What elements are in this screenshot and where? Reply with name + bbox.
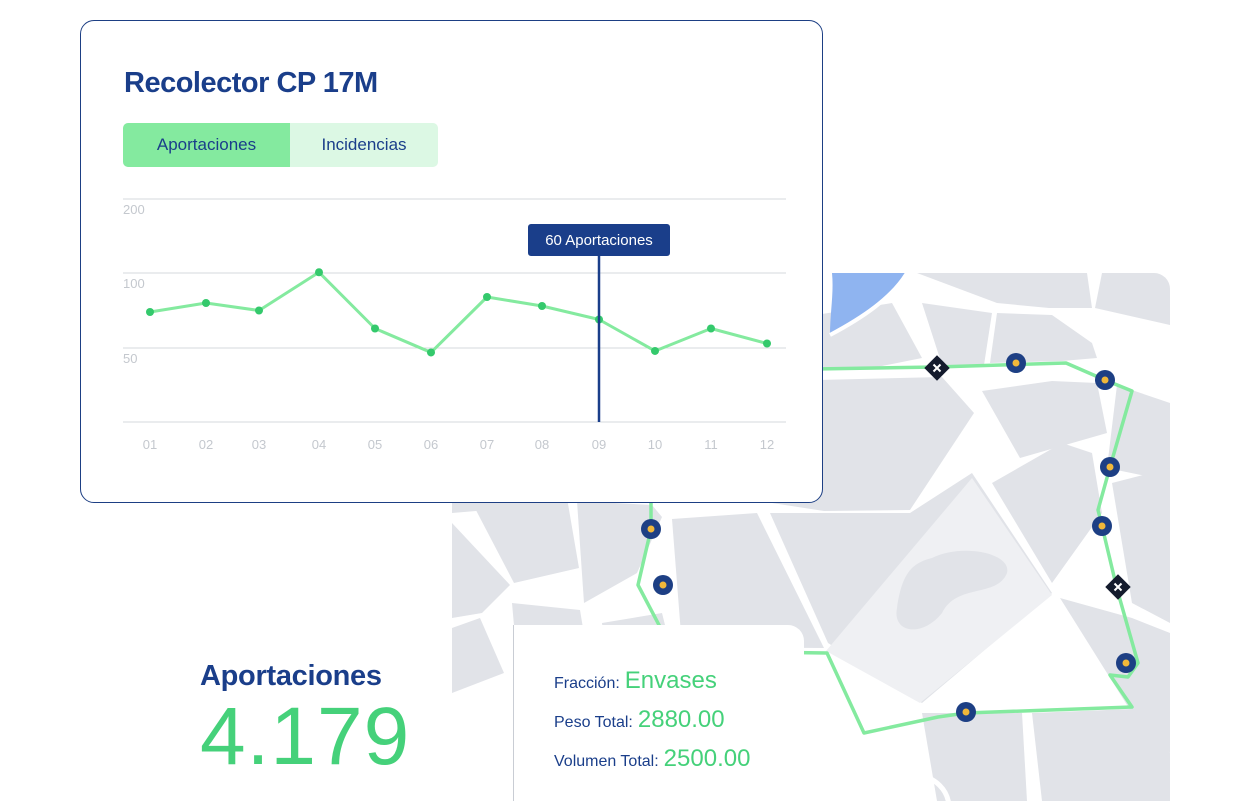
- x-tick-label: 07: [480, 437, 494, 452]
- container-marker-dot: [1012, 359, 1020, 367]
- close-icon: [1113, 582, 1123, 592]
- container-marker-dot: [1101, 376, 1109, 384]
- detail-value: 2880.00: [637, 706, 725, 733]
- detail-row-peso: Peso Total: 2880.00: [554, 706, 725, 734]
- chart-title: Recolector CP 17M: [124, 67, 378, 99]
- summary-value: 4.179: [200, 691, 411, 782]
- x-tick-label: 02: [199, 437, 213, 452]
- container-marker-dot: [647, 525, 655, 533]
- chart-tabs: Aportaciones Incidencias: [123, 123, 438, 167]
- details-card: Fracción: Envases Peso Total: 2880.00 Vo…: [513, 625, 804, 801]
- x-tick-label: 10: [648, 437, 662, 452]
- x-tick-label: 08: [535, 437, 549, 452]
- y-tick-label: 100: [123, 276, 145, 291]
- data-point[interactable]: [255, 306, 263, 315]
- detail-row-volumen: Volumen Total: 2500.00: [554, 745, 750, 773]
- series-line: [149, 270, 768, 354]
- x-tick-label: 12: [760, 437, 774, 452]
- x-tick-label: 04: [312, 437, 326, 452]
- x-tick-label: 11: [704, 437, 718, 452]
- container-marker-dot: [962, 708, 970, 716]
- container-marker-dot: [1106, 463, 1114, 471]
- park-pond: [896, 550, 1008, 630]
- container-marker-dot: [659, 581, 667, 589]
- x-tick-label: 01: [143, 437, 157, 452]
- data-point[interactable]: [315, 268, 323, 277]
- container-marker-dot: [1098, 522, 1106, 530]
- close-icon: [932, 363, 942, 373]
- detail-label: Fracción:: [554, 675, 620, 692]
- line-chart: 200 100 50 01 02 03 04 05 06 07 08 09 10 11 12 60 Aport…: [123, 198, 786, 452]
- incident-marker[interactable]: [924, 355, 950, 381]
- chart-card: Recolector CP 17M Aportaciones Incidenci…: [80, 20, 823, 503]
- x-tick-label: 06: [424, 437, 438, 452]
- x-tick-label: 03: [252, 437, 266, 452]
- x-tick-label: 05: [368, 437, 382, 452]
- detail-label: Volumen Total:: [554, 753, 659, 770]
- data-point[interactable]: [763, 339, 771, 348]
- data-point[interactable]: [483, 293, 491, 301]
- data-point[interactable]: [538, 302, 546, 310]
- container-marker-dot: [1122, 659, 1130, 667]
- detail-value: 2500.00: [663, 745, 751, 772]
- y-tick-label: 50: [123, 351, 137, 366]
- data-point[interactable]: [707, 324, 715, 333]
- tab-aportaciones[interactable]: Aportaciones: [123, 123, 290, 167]
- data-point[interactable]: [202, 299, 210, 307]
- detail-label: Peso Total:: [554, 714, 633, 731]
- summary-block: Aportaciones 4.179: [200, 660, 409, 778]
- water-body: [830, 273, 907, 335]
- data-point[interactable]: [427, 348, 435, 357]
- roundabout: [883, 773, 951, 801]
- y-tick-label: 200: [123, 202, 145, 217]
- tooltip-label: 60 Aportaciones: [545, 232, 653, 249]
- x-tick-label: 09: [592, 437, 606, 452]
- tab-incidencias[interactable]: Incidencias: [290, 123, 438, 167]
- summary-label: Aportaciones: [200, 660, 382, 692]
- water-edge: [829, 273, 909, 337]
- detail-value: Envases: [624, 667, 717, 694]
- detail-row-fraccion: Fracción: Envases: [554, 667, 717, 695]
- data-point[interactable]: [371, 324, 379, 333]
- tooltip-box: [528, 224, 670, 256]
- data-point[interactable]: [651, 346, 659, 355]
- data-point[interactable]: [146, 308, 154, 316]
